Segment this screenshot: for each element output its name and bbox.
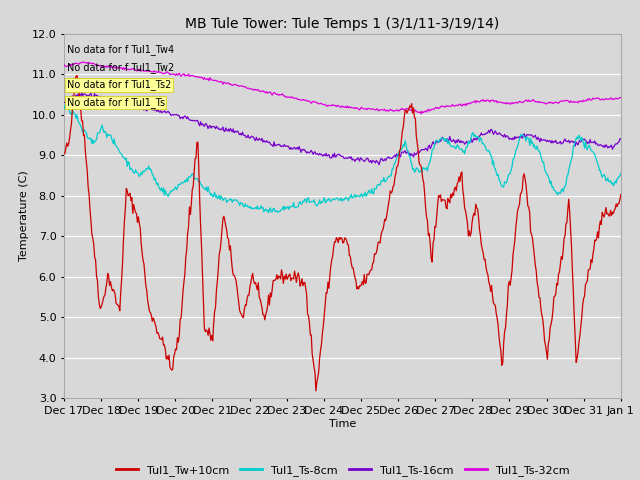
Text: No data for f Tul1_Ts2: No data for f Tul1_Ts2 bbox=[67, 80, 171, 90]
Title: MB Tule Tower: Tule Temps 1 (3/1/11-3/19/14): MB Tule Tower: Tule Temps 1 (3/1/11-3/19… bbox=[185, 17, 500, 31]
Text: No data for f Tul1_Tw2: No data for f Tul1_Tw2 bbox=[67, 62, 174, 73]
Text: No data for f Tul1_Ts: No data for f Tul1_Ts bbox=[67, 97, 165, 108]
Y-axis label: Temperature (C): Temperature (C) bbox=[19, 170, 29, 262]
Legend: Tul1_Tw+10cm, Tul1_Ts-8cm, Tul1_Ts-16cm, Tul1_Ts-32cm: Tul1_Tw+10cm, Tul1_Ts-8cm, Tul1_Ts-16cm,… bbox=[111, 461, 573, 480]
X-axis label: Time: Time bbox=[329, 419, 356, 429]
Text: No data for f Tul1_Tw4: No data for f Tul1_Tw4 bbox=[67, 45, 174, 56]
